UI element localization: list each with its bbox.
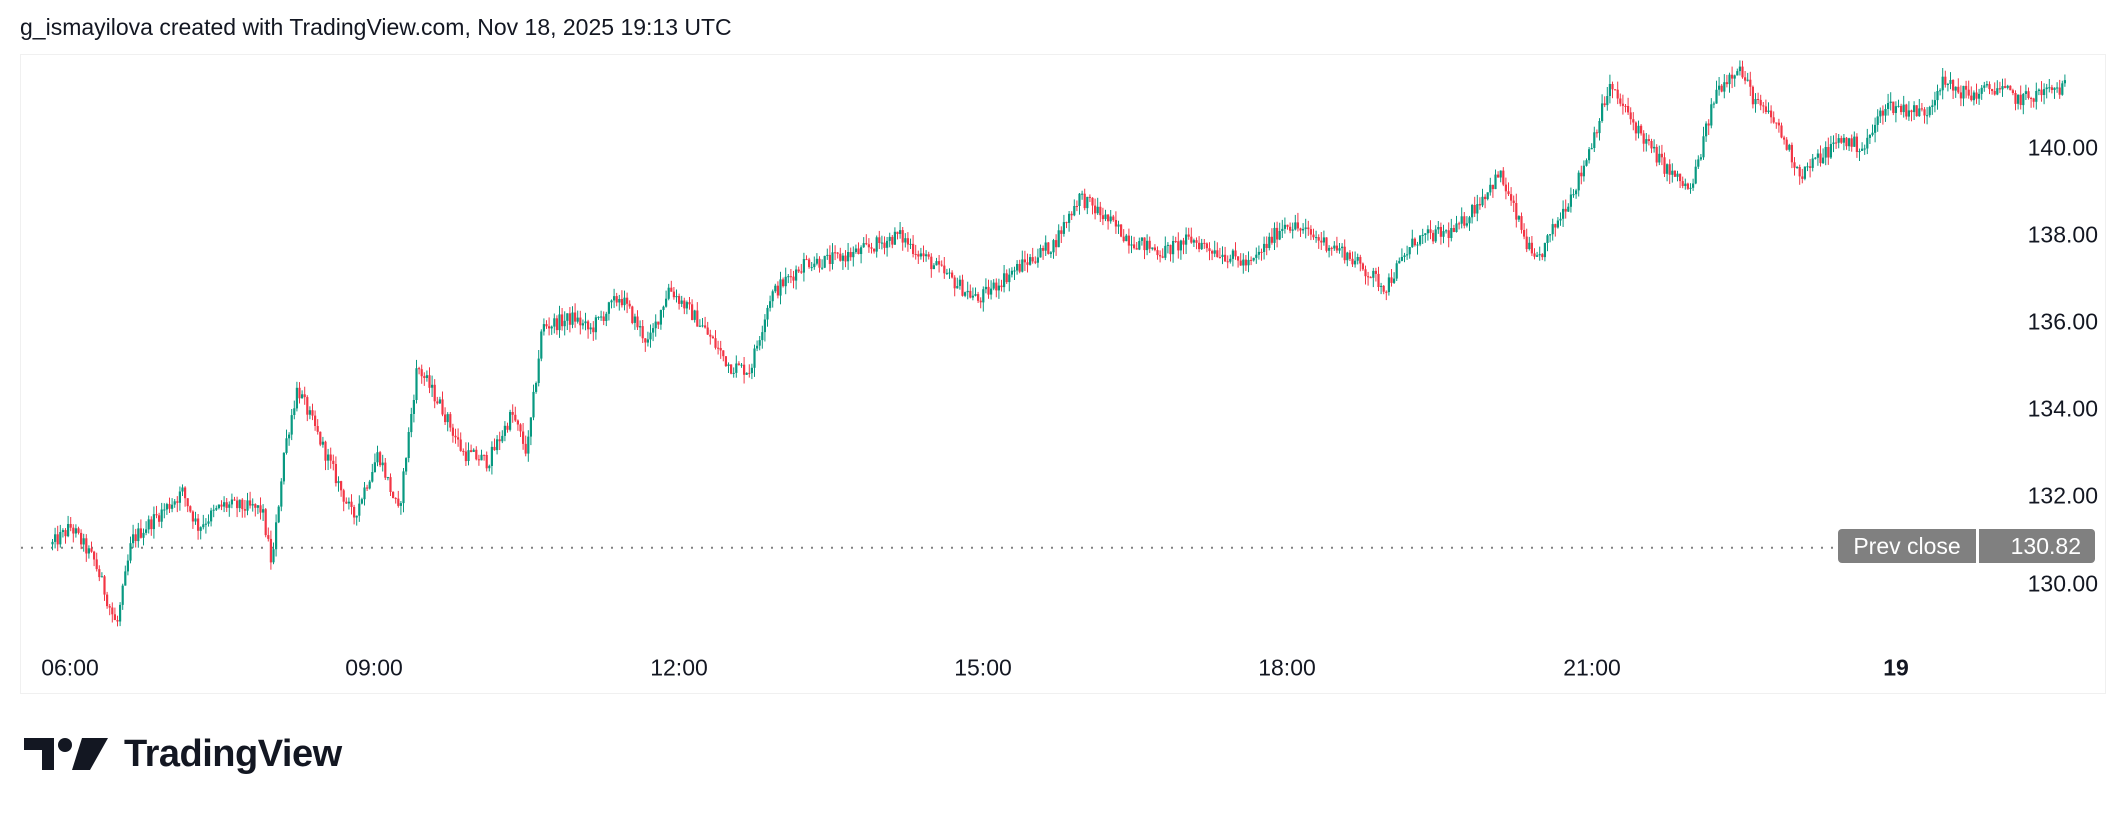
price-axis-label: 132.00 xyxy=(2027,482,2098,509)
tradingview-logo-icon xyxy=(24,738,108,770)
chart-attribution: g_ismayilova created with TradingView.co… xyxy=(20,14,732,40)
time-axis-label: 19 xyxy=(1883,654,1909,681)
price-axis-label: 140.00 xyxy=(2027,134,2098,161)
chart-pane[interactable] xyxy=(20,54,2106,694)
price-axis-label: 136.00 xyxy=(2027,308,2098,335)
prev-close-value: 130.82 xyxy=(1979,529,2095,563)
price-axis-label: 134.00 xyxy=(2027,395,2098,422)
time-axis-label: 06:00 xyxy=(41,654,99,681)
time-axis-label: 09:00 xyxy=(345,654,403,681)
price-axis-label: 130.00 xyxy=(2027,570,2098,596)
time-axis-label: 12:00 xyxy=(650,654,708,681)
prev-close-badge: Prev close 130.82 xyxy=(1838,529,2095,563)
time-axis-label: 18:00 xyxy=(1258,654,1316,681)
time-axis-label: 21:00 xyxy=(1563,654,1621,681)
prev-close-label: Prev close xyxy=(1838,529,1976,563)
time-axis-label: 15:00 xyxy=(954,654,1012,681)
candles xyxy=(51,60,2066,627)
tradingview-logo[interactable]: TradingView xyxy=(24,732,342,775)
tradingview-wordmark: TradingView xyxy=(124,732,342,775)
price-axis-label: 138.00 xyxy=(2027,221,2098,248)
